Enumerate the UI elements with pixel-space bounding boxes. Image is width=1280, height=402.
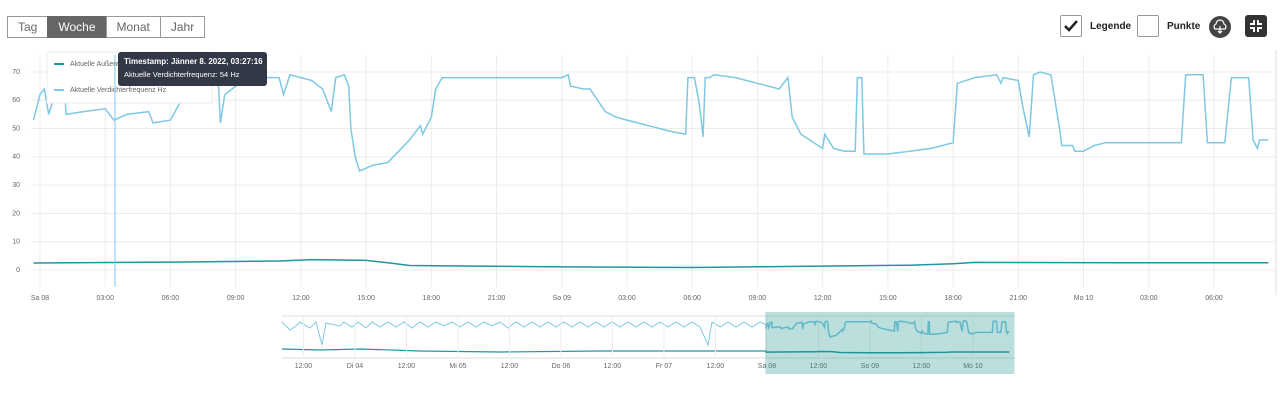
x-tick-label: 21:00 xyxy=(1010,295,1028,302)
x-tick-label: Mo 10 xyxy=(1074,295,1094,302)
navigator-selection xyxy=(765,312,1015,374)
legend-label: Aktuelle Verdichterfrequenz Hz xyxy=(70,87,167,94)
navigator-tick-label: Mi 05 xyxy=(449,363,466,370)
navigator-tick-label: So 09 xyxy=(861,363,879,370)
toggle-label: Legende xyxy=(1090,20,1132,32)
y-tick-label: 40 xyxy=(12,154,20,161)
x-tick-label: 06:00 xyxy=(683,295,701,302)
navigator-tick-label: Mo 10 xyxy=(963,363,983,370)
navigator-tick-label: Fr 07 xyxy=(656,363,672,370)
range-button[interactable]: Monat xyxy=(105,16,161,38)
x-tick-label: 06:00 xyxy=(162,295,180,302)
navigator-tick-label: Do 06 xyxy=(552,363,571,370)
points-toggle[interactable]: Punkte xyxy=(1137,15,1200,37)
navigator-series xyxy=(764,319,1010,354)
check-mark xyxy=(1064,20,1078,32)
y-tick-label: 0 xyxy=(16,267,20,274)
y-tick-label: 50 xyxy=(12,125,20,132)
y-tick-label: 20 xyxy=(12,210,20,217)
download-icon[interactable] xyxy=(1208,15,1232,39)
x-tick-label: 18:00 xyxy=(944,295,962,302)
range-buttons: Tag Woche Monat Jahr xyxy=(7,16,206,38)
range-button[interactable]: Woche xyxy=(47,16,107,38)
legend-label: Aktuelle Außentemperatur xyxy=(70,61,152,68)
x-tick-label: 18:00 xyxy=(423,295,441,302)
navigator-tick-label: Di 04 xyxy=(347,363,363,370)
navigator-tick-label: 12:00 xyxy=(295,363,313,370)
toggle-label: Punkte xyxy=(1167,20,1201,32)
fullscreen-icon[interactable] xyxy=(1245,15,1267,37)
x-tick-label: 06:00 xyxy=(1205,295,1223,302)
navigator-tick-label: 12:00 xyxy=(913,363,931,370)
x-tick-label: 09:00 xyxy=(749,295,767,302)
checkbox[interactable] xyxy=(1137,15,1159,37)
navigator-tick-label: 12:00 xyxy=(810,363,828,370)
x-tick-label: 03:00 xyxy=(618,295,636,302)
x-tick-label: Sa 08 xyxy=(31,295,49,302)
navigator-tick-label: Sa 08 xyxy=(758,363,776,370)
tooltip-title: Timestamp: Jänner 8. 2022, 03:27:16 xyxy=(124,57,263,66)
legend-toggle[interactable]: Legende xyxy=(1060,15,1131,37)
x-tick-label: 21:00 xyxy=(488,295,506,302)
y-tick-label: 30 xyxy=(12,182,20,189)
x-tick-label: 03:00 xyxy=(96,295,114,302)
x-tick-label: So 09 xyxy=(553,295,571,302)
y-tick-label: 10 xyxy=(12,239,20,246)
navigator-tick-label: 12:00 xyxy=(604,363,622,370)
series-line xyxy=(764,319,1010,338)
y-tick-label: 60 xyxy=(12,97,20,104)
x-tick-label: 12:00 xyxy=(814,295,832,302)
x-tick-label: 15:00 xyxy=(357,295,375,302)
tooltip-box xyxy=(118,52,267,86)
range-button[interactable]: Jahr xyxy=(159,16,206,38)
x-tick-label: 03:00 xyxy=(1140,295,1158,302)
series-line xyxy=(32,71,1269,173)
x-tick-label: 12:00 xyxy=(292,295,310,302)
checkbox[interactable] xyxy=(1060,15,1082,37)
navigator-tick-label: 12:00 xyxy=(707,363,725,370)
x-tick-label: 09:00 xyxy=(227,295,245,302)
navigator-tick-label: 12:00 xyxy=(501,363,519,370)
series-line xyxy=(765,350,1010,354)
tooltip-line: Aktuelle Verdichterfrequenz: 54 Hz xyxy=(124,70,240,79)
navigator-tick-label: 12:00 xyxy=(398,363,416,370)
x-tick-label: 15:00 xyxy=(879,295,897,302)
series-line xyxy=(33,258,1269,269)
y-tick-label: 70 xyxy=(12,69,20,76)
